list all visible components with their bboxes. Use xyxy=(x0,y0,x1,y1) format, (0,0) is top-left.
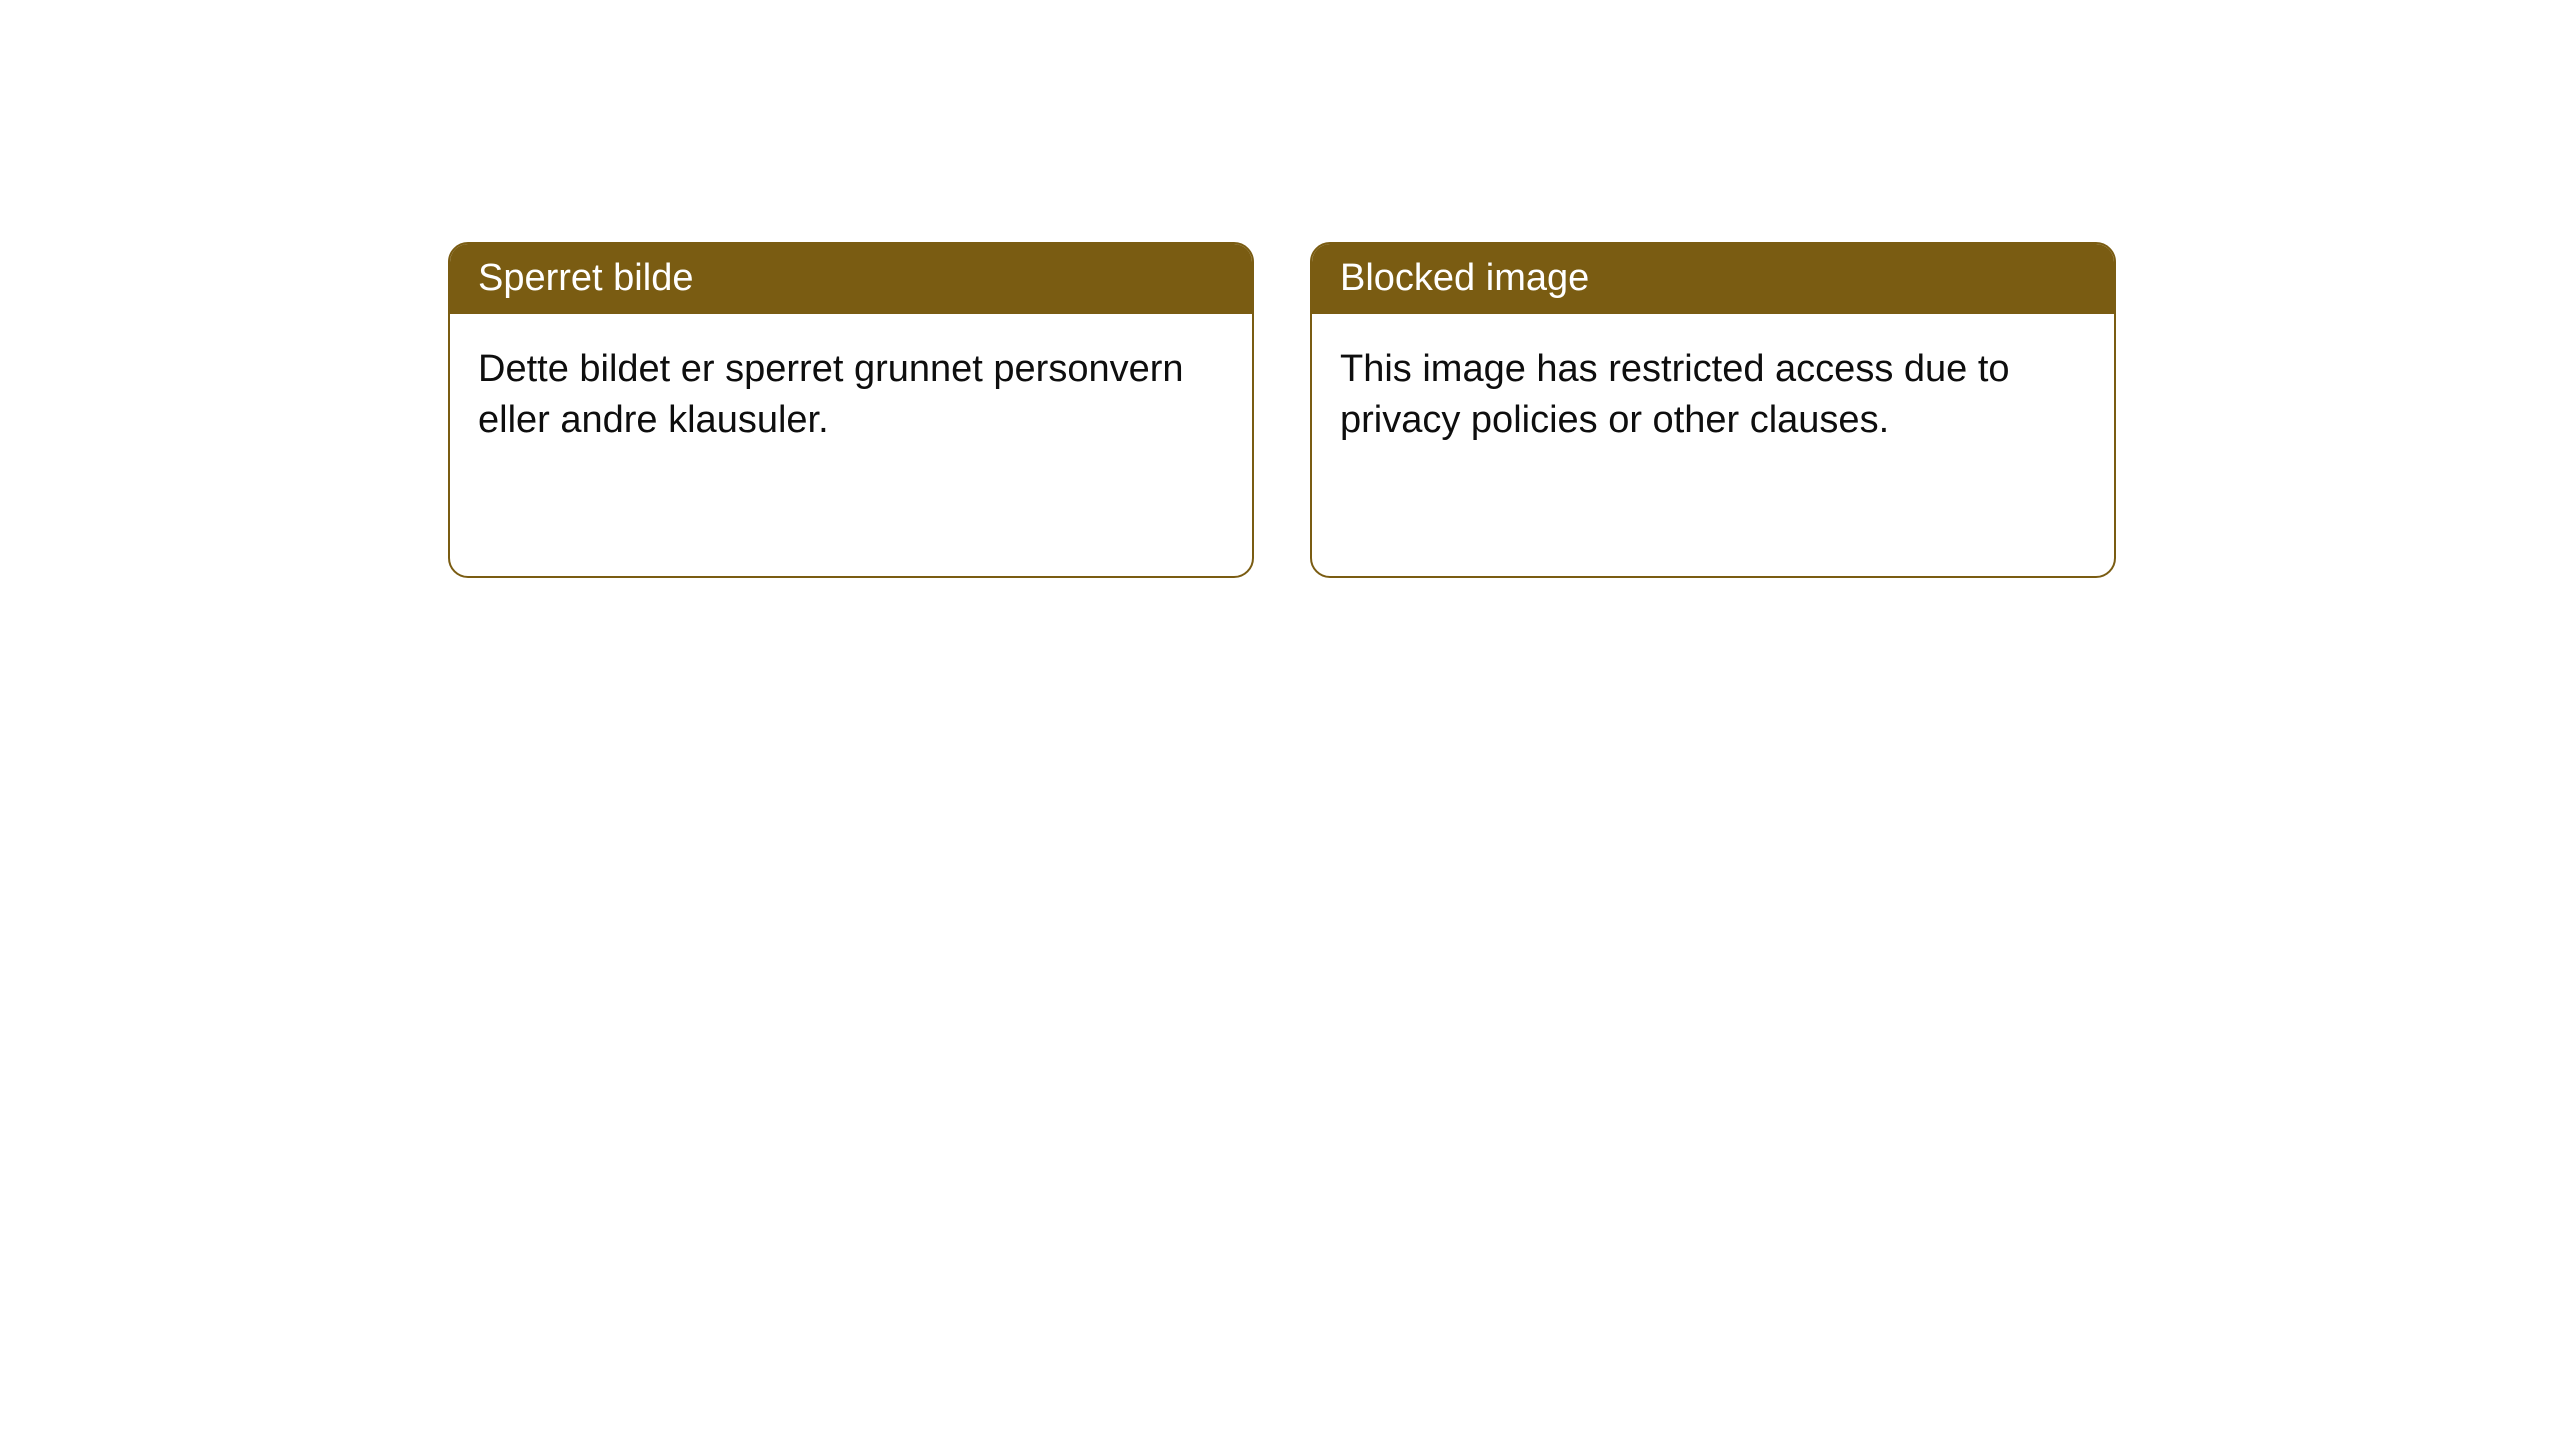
notice-card-body: This image has restricted access due to … xyxy=(1312,314,2114,477)
notice-card-norwegian: Sperret bilde Dette bildet er sperret gr… xyxy=(448,242,1254,578)
notice-container: Sperret bilde Dette bildet er sperret gr… xyxy=(0,0,2560,578)
notice-card-english: Blocked image This image has restricted … xyxy=(1310,242,2116,578)
notice-card-body: Dette bildet er sperret grunnet personve… xyxy=(450,314,1252,477)
notice-card-title: Sperret bilde xyxy=(450,244,1252,314)
notice-card-title: Blocked image xyxy=(1312,244,2114,314)
